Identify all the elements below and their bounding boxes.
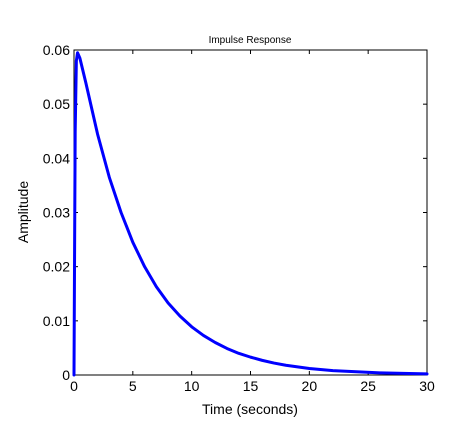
x-tick-label: 5 bbox=[129, 378, 137, 394]
y-tick-label: 0 bbox=[62, 367, 70, 383]
x-tick-label: 20 bbox=[302, 378, 318, 394]
y-tick-label: 0.05 bbox=[43, 96, 70, 112]
y-tick-label: 0.06 bbox=[43, 42, 70, 58]
y-tick-label: 0.02 bbox=[43, 259, 70, 275]
y-tick-label: 0.03 bbox=[43, 205, 70, 221]
x-tick-label: 30 bbox=[419, 378, 435, 394]
series-layer bbox=[72, 51, 429, 377]
impulse-response-line bbox=[72, 51, 429, 377]
y-tick-label: 0.04 bbox=[43, 150, 70, 166]
x-tick-label: 10 bbox=[184, 378, 200, 394]
x-tick-label: 15 bbox=[243, 378, 259, 394]
y-axis-label: Amplitude bbox=[15, 181, 31, 243]
x-tick-label: 25 bbox=[360, 378, 376, 394]
y-tick-label: 0.01 bbox=[43, 313, 70, 329]
x-axis-label: Time (seconds) bbox=[202, 401, 298, 417]
plot-area bbox=[73, 49, 428, 376]
chart-title: Impulse Response bbox=[209, 35, 292, 46]
ticks-layer: 0 5 10 15 20 25 30 0 0.01 0.02 0.03 0.04 0.05 0.06 bbox=[43, 42, 435, 394]
x-tick-label: 0 bbox=[70, 378, 78, 394]
